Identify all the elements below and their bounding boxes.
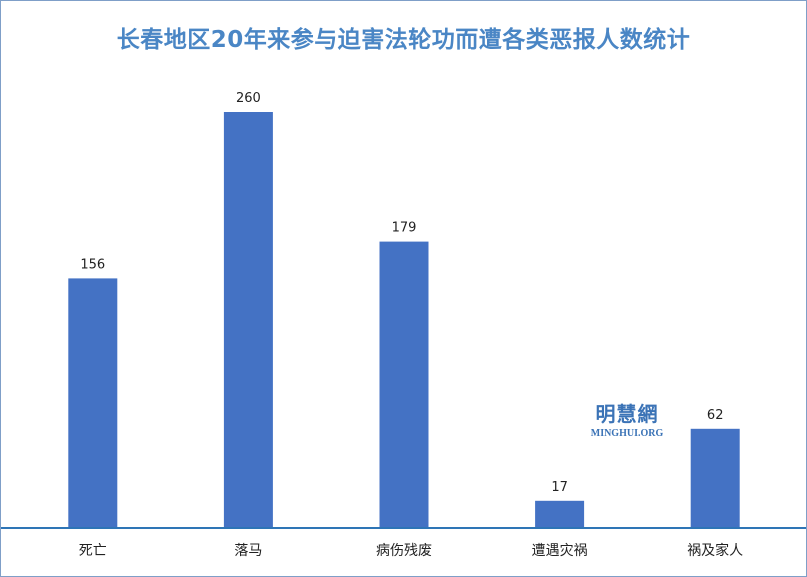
data-label-1: 260 [236,91,261,106]
data-label-3: 17 [551,480,568,495]
bar-3 [535,500,585,528]
data-label-4: 62 [707,408,724,423]
x-tick-label-0: 死亡 [79,543,107,559]
watermark-cn: 明慧網 [595,402,659,426]
x-tick-label-4: 祸及家人 [687,542,743,559]
x-tick-label-2: 病伤残废 [376,543,432,559]
bar-0 [68,278,118,528]
bar-1 [223,112,273,528]
x-tick-label-1: 落马 [234,543,262,559]
watermark-en: MINGHUI.ORG [590,428,664,439]
data-label-2: 179 [392,221,417,236]
chart-title: 长春地区20年来参与迫害法轮功而遭各类恶报人数统计 [116,27,691,53]
data-label-0: 156 [80,257,105,272]
bar-4 [690,428,740,528]
bar-2 [379,241,429,528]
minghui-logo: 明慧網 MINGHUI.ORG [583,398,671,439]
x-tick-label-3: 遭遇灾祸 [532,542,588,559]
